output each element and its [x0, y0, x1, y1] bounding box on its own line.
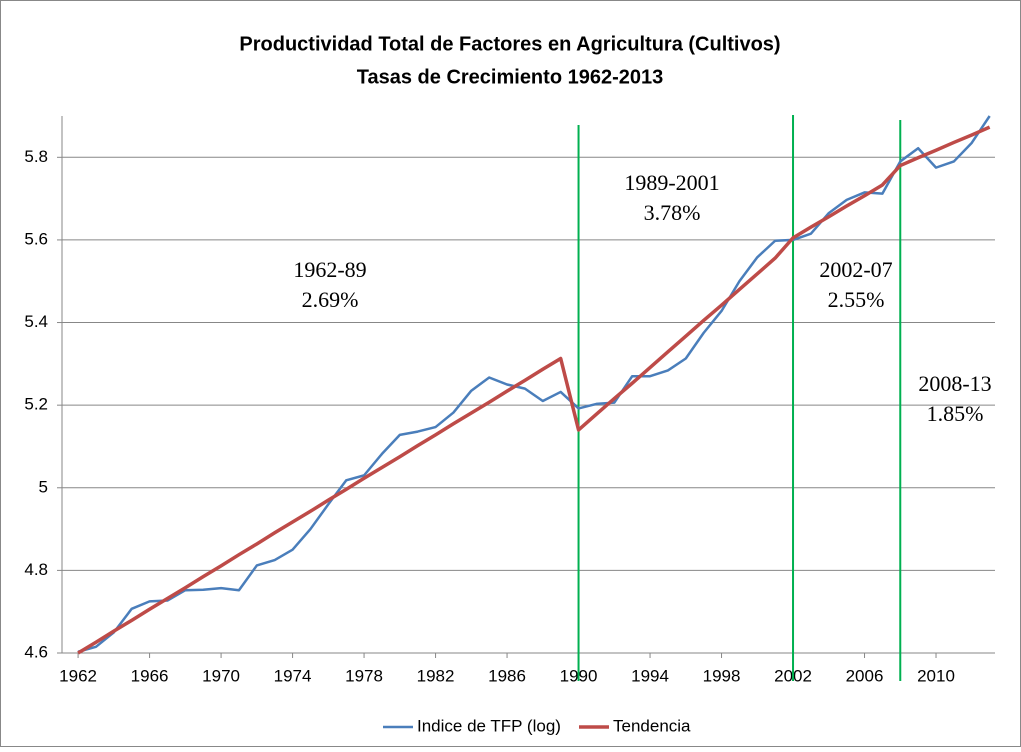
- series-line: [77, 125, 991, 655]
- legend-label: Indice de TFP (log): [417, 716, 561, 735]
- legend-label: Tendencia: [613, 716, 691, 735]
- y-tick-label: 4.6: [24, 642, 48, 661]
- x-tick-label: 1998: [703, 666, 741, 685]
- x-tick-label: 1962: [59, 666, 97, 685]
- x-tick-label: 1994: [631, 666, 669, 685]
- x-tick-label: 1978: [345, 666, 383, 685]
- annotation: 2002-07: [819, 257, 892, 282]
- x-tick-label: 2010: [917, 666, 955, 685]
- chart-subtitle: Tasas de Crecimiento 1962-2013: [357, 66, 663, 88]
- x-tick-label: 1982: [417, 666, 455, 685]
- x-tick-label: 2006: [846, 666, 884, 685]
- x-tick-label: 1966: [131, 666, 169, 685]
- y-tick-label: 4.8: [24, 560, 48, 579]
- annotation: 3.78%: [644, 200, 701, 225]
- x-tick-label: 1970: [202, 666, 240, 685]
- x-tick-label: 1986: [488, 666, 526, 685]
- annotation: 2.55%: [828, 287, 885, 312]
- y-tick-label: 5.2: [24, 395, 48, 414]
- y-tick-label: 5.8: [24, 147, 48, 166]
- annotation: 1.85%: [927, 401, 984, 426]
- chart-title: Productividad Total de Factores en Agric…: [239, 33, 780, 55]
- x-tick-label: 1974: [274, 666, 312, 685]
- annotation: 1962-89: [293, 257, 366, 282]
- series-line: [77, 115, 991, 653]
- annotation: 2.69%: [302, 287, 359, 312]
- annotation: 2008-13: [918, 371, 991, 396]
- annotation: 1989-2001: [624, 170, 719, 195]
- y-tick-label: 5.4: [24, 312, 48, 331]
- y-tick-label: 5.6: [24, 229, 48, 248]
- y-tick-label: 5: [39, 477, 48, 496]
